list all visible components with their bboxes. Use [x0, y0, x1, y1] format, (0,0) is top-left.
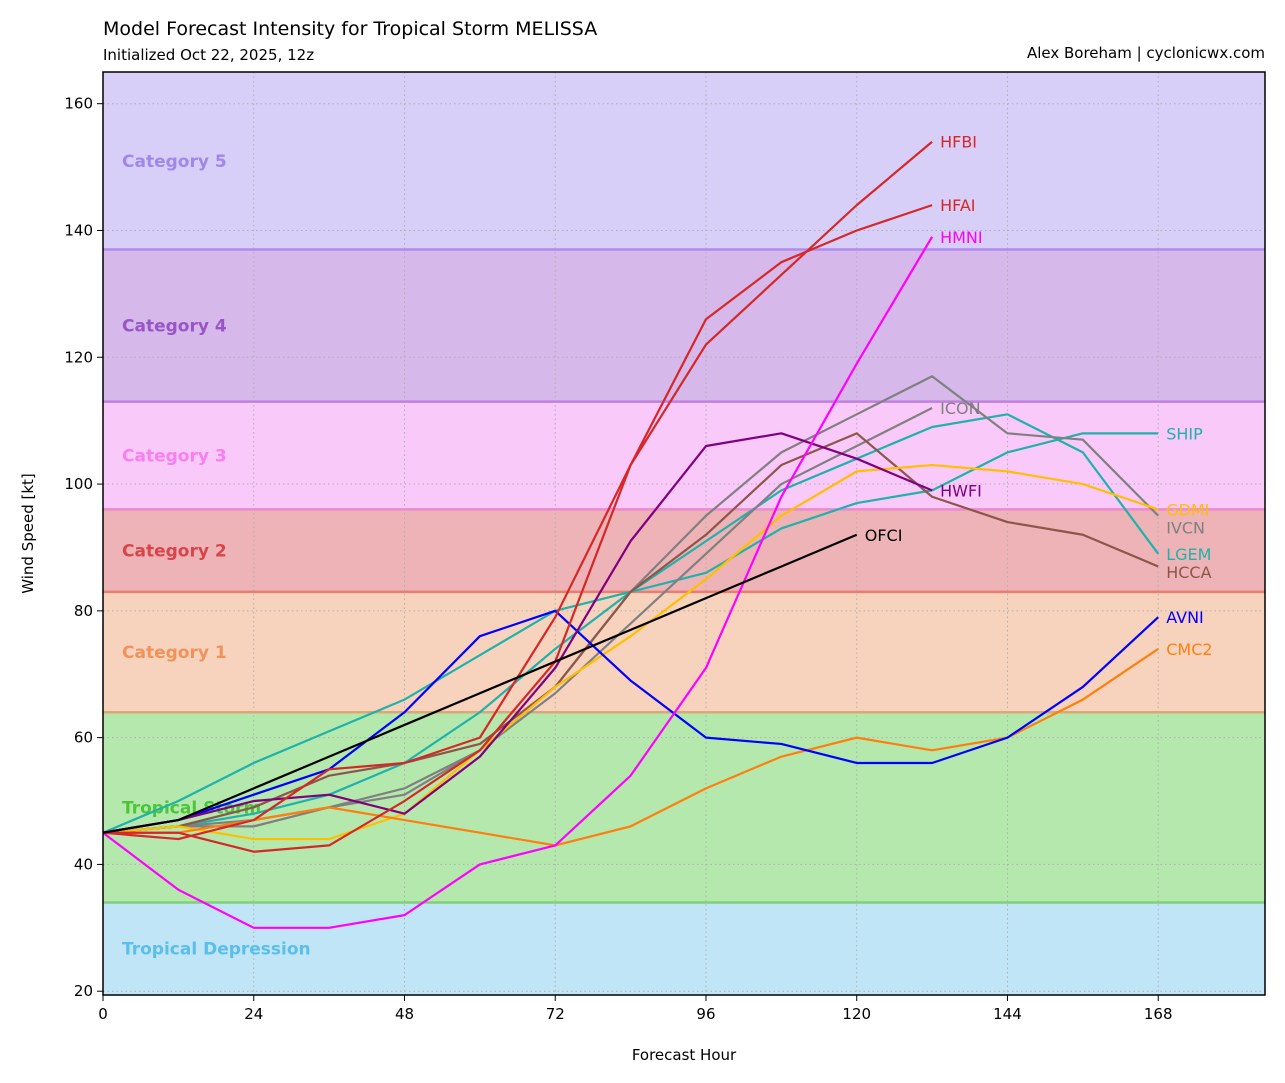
x-tick-label: 0 — [98, 1005, 108, 1023]
series-label-hfai: HFAI — [940, 196, 975, 215]
x-tick-label: 96 — [696, 1005, 715, 1023]
x-tick-label: 24 — [244, 1005, 263, 1023]
y-tick-label: 100 — [64, 475, 93, 493]
y-tick-label: 40 — [74, 855, 93, 873]
x-tick-label: 48 — [395, 1005, 414, 1023]
y-axis-label: Wind Speed [kt] — [19, 473, 37, 594]
x-tick-label: 72 — [546, 1005, 565, 1023]
series-label-ofci: OFCI — [865, 526, 903, 545]
series-label-ivcn: IVCN — [1166, 518, 1205, 537]
series-label-ship: SHIP — [1166, 424, 1203, 443]
chart-title: Model Forecast Intensity for Tropical St… — [103, 18, 598, 40]
series-label-lgem: LGEM — [1166, 545, 1211, 564]
series-label-hwfi: HWFI — [940, 481, 982, 500]
x-tick-label: 168 — [1144, 1005, 1173, 1023]
band-tropical-depression — [103, 902, 1265, 995]
band-label-category-1: Category 1 — [122, 643, 227, 663]
band-label-category-3: Category 3 — [122, 447, 227, 467]
x-axis-label: Forecast Hour — [632, 1046, 737, 1064]
band-label-category-4: Category 4 — [122, 317, 227, 337]
x-tick-label: 144 — [993, 1005, 1022, 1023]
series-line-ofci — [102, 533, 858, 834]
series-label-hfbi: HFBI — [940, 133, 977, 152]
band-label-tropical-depression: Tropical Depression — [122, 940, 311, 960]
y-tick-label: 60 — [74, 729, 93, 747]
series-line-cmc2 — [103, 647, 1159, 847]
band-label-category-5: Category 5 — [122, 152, 227, 172]
y-tick-label: 20 — [74, 982, 93, 1000]
band-category-5 — [103, 72, 1265, 250]
series-label-cmc2: CMC2 — [1166, 640, 1212, 659]
series-line-hfbi — [103, 140, 933, 853]
series-line-gdmi — [102, 463, 1159, 841]
y-tick-label: 140 — [64, 221, 93, 239]
x-tick-label: 120 — [842, 1005, 871, 1023]
chart-subtitle: Initialized Oct 22, 2025, 12z — [103, 46, 315, 64]
series-line-icon — [102, 407, 933, 834]
chart-credit: Alex Boreham | cyclonicwx.com — [1026, 44, 1265, 62]
series-label-avni: AVNI — [1166, 608, 1204, 627]
series-label-icon: ICON — [940, 399, 980, 418]
series-label-hcca: HCCA — [1166, 563, 1211, 582]
band-category-4 — [103, 249, 1265, 402]
series-line-hwfi — [102, 432, 933, 834]
y-tick-label: 80 — [74, 602, 93, 620]
series-label-gdmi: GDMI — [1166, 500, 1209, 519]
band-category-1 — [103, 591, 1265, 713]
series-label-hmni: HMNI — [940, 228, 983, 247]
band-label-category-2: Category 2 — [122, 542, 227, 562]
band-category-3 — [103, 401, 1265, 510]
plot-frame — [102, 71, 1266, 996]
y-tick-label: 120 — [64, 348, 93, 366]
series-line-hmni — [102, 236, 934, 929]
y-tick-label: 160 — [64, 95, 93, 113]
series-line-hcca — [102, 432, 1159, 834]
series-line-avni — [102, 609, 1159, 834]
